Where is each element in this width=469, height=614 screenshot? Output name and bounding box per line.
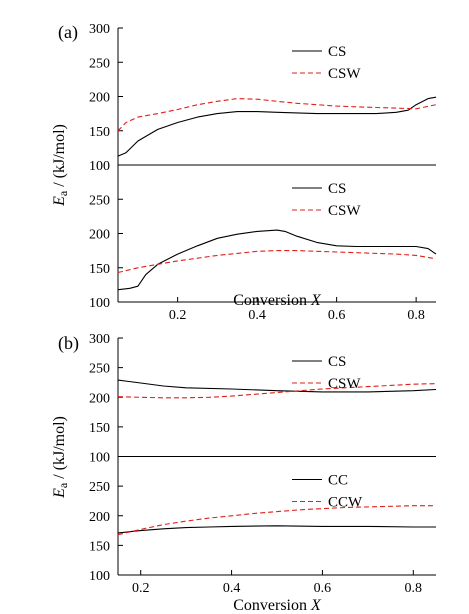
panel-label: (a) [58,22,78,43]
y-axis-title: Ea / (kJ/mol) [51,416,70,499]
legend-label-cs: CS [328,354,346,370]
chart-panel-1: (a) 100 150 200 250 300 CS CSW 100 150 200 250 CS CSW… [51,22,437,323]
y-tick-label: 200 [89,91,110,106]
y-tick-label: 150 [89,262,110,277]
x-tick-label: 0.6 [314,581,332,596]
x-axis-title: Conversion X [233,292,322,309]
x-tick-label: 0.8 [407,308,425,323]
legend: CC CCW [292,473,363,511]
x-tick-label: 0.6 [328,308,346,323]
y-tick-label: 250 [89,480,110,495]
y-tick-label: 250 [89,362,110,377]
y-tick-label: 300 [89,22,110,37]
subplot-2: 100 150 200 250 CC CCW [89,456,436,584]
x-axis-title: Conversion X [233,597,322,614]
series-line-csw [117,98,437,132]
series-line-cs [117,229,437,291]
y-tick-label: 200 [89,228,110,243]
legend-label-cc: CC [328,473,348,489]
legend-label-csw: CSW [328,376,361,392]
y-tick-label: 100 [89,569,110,584]
y-axis-title: Ea / (kJ/mol) [51,124,70,207]
subplot-1: 100 150 200 250 300 CS CSW [89,332,437,466]
x-tick-label: 0.8 [405,581,423,596]
panel-label: (b) [58,333,79,354]
legend-label-ccw: CCW [328,495,363,511]
legend-label-csw: CSW [328,203,361,219]
y-tick-label: 200 [89,510,110,525]
y-tick-label: 150 [89,125,110,140]
series-line-cc [117,525,436,534]
series-line-csw [117,250,437,274]
legend-label-csw: CSW [328,66,361,82]
y-tick-label: 100 [89,159,110,174]
x-tick-label: 0.2 [132,581,150,596]
y-tick-label: 300 [89,332,110,347]
series-line-csw [117,383,437,399]
legend: CS CSW [292,181,361,219]
y-tick-label: 250 [89,56,110,71]
series-line-cs [117,96,437,157]
x-tick-label: 0.4 [223,581,241,596]
chart-panel-2: (b) 100 150 200 250 300 CS CSW 100 150 200 250 CC CCW… [51,332,437,614]
x-tick-label: 0.2 [169,308,187,323]
y-tick-label: 100 [89,296,110,311]
y-tick-label: 150 [89,421,110,436]
legend: CS CSW [292,354,361,392]
x-tick-label: 0.4 [248,308,266,323]
legend-label-cs: CS [328,181,346,197]
series-line-cs [117,379,437,393]
subplot-1: 100 150 200 250 300 CS CSW [89,22,437,174]
y-tick-label: 100 [89,451,110,466]
y-tick-label: 150 [89,539,110,554]
legend: CS CSW [292,44,361,82]
y-tick-label: 250 [89,193,110,208]
subplot-2: 100 150 200 250 CS CSW [89,165,437,311]
y-tick-label: 200 [89,391,110,406]
series-line-ccw [117,505,436,536]
legend-label-cs: CS [328,44,346,60]
